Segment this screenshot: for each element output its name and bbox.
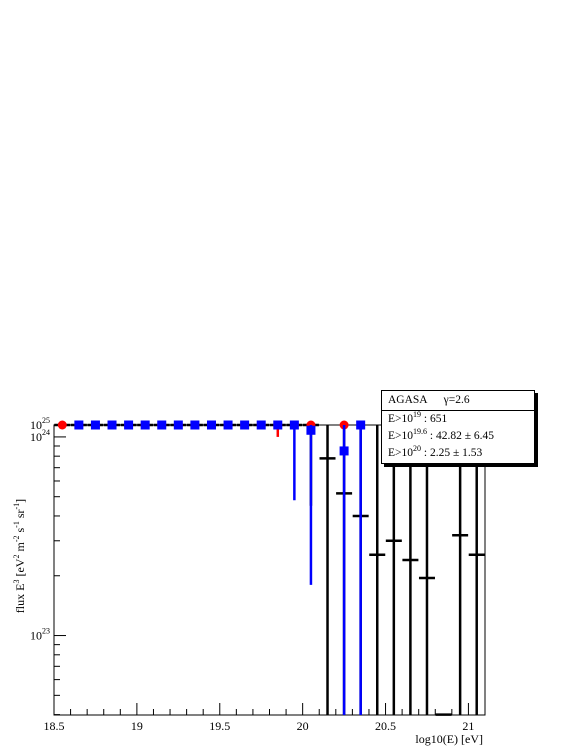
x-tick-label: 19.5 bbox=[209, 719, 230, 733]
y-tick-base: 10 bbox=[30, 418, 42, 432]
y-label-part: sr bbox=[13, 509, 27, 521]
x-tick-label: 19 bbox=[131, 719, 143, 733]
x-tick-label: 21 bbox=[462, 719, 474, 733]
x-tick-label: 20 bbox=[297, 719, 309, 733]
data-point bbox=[140, 420, 150, 430]
stats-row-prefix: E>10 bbox=[388, 447, 414, 459]
stats-title: AGASA bbox=[388, 394, 428, 406]
y-tick-exp: 23 bbox=[42, 627, 50, 636]
x-tick-labels: 18.5 19 19.5 20 20.5 21 bbox=[44, 719, 475, 733]
y-tick-label: 1024 bbox=[30, 428, 50, 444]
data-point bbox=[173, 420, 183, 430]
stats-row: E>1019 : 651 bbox=[388, 410, 448, 426]
axis-ticks bbox=[53, 436, 486, 716]
data-point bbox=[157, 420, 167, 430]
stats-divider bbox=[382, 410, 534, 411]
x-axis-label: log10(E) [eV] bbox=[415, 732, 483, 746]
data-point bbox=[339, 446, 349, 456]
series-circle bbox=[57, 420, 349, 437]
y-label-exp: 3 bbox=[12, 580, 21, 584]
plot-frame bbox=[53, 424, 486, 716]
data-point bbox=[289, 420, 299, 430]
stats-row-exp: 19 bbox=[413, 410, 422, 419]
stats-row: E>1020 : 2.25 ± 1.53 bbox=[388, 444, 483, 460]
y-label-part: m bbox=[13, 542, 27, 555]
stats-box: AGASA γ=2.6 E>1019 : 651 E>1019.6 : 42.82… bbox=[381, 390, 535, 464]
stats-row: E>1019.6 : 42.82 ± 6.45 bbox=[388, 427, 495, 443]
stats-gamma: γ=2.6 bbox=[443, 394, 470, 406]
stats-row-value: : 42.82 ± 6.45 bbox=[427, 430, 495, 442]
stats-row-exp: 20 bbox=[413, 444, 422, 453]
y-tick-exp: 24 bbox=[42, 428, 50, 437]
stats-row-value: : 2.25 ± 1.53 bbox=[421, 447, 483, 459]
y-label-exp: -2 bbox=[12, 536, 21, 543]
data-point bbox=[240, 420, 250, 430]
data-point bbox=[223, 420, 233, 430]
y-label-part: ] bbox=[13, 499, 27, 503]
y-label-exp: -1 bbox=[12, 503, 21, 510]
data-point bbox=[74, 420, 84, 430]
y-label-part: s bbox=[13, 528, 27, 536]
stats-row-prefix: E>10 bbox=[388, 413, 414, 425]
y-axis-label: flux E3 [eV2 m-2 s-1 sr-1] bbox=[12, 499, 27, 613]
y-label-exp: 2 bbox=[12, 555, 21, 559]
stats-row-exp: 19.6 bbox=[413, 427, 428, 436]
stats-header: AGASA γ=2.6 bbox=[388, 394, 470, 406]
data-point bbox=[57, 420, 67, 430]
stats-row-value: : 651 bbox=[421, 413, 448, 425]
data-point bbox=[206, 420, 216, 430]
y-tick-label: 1023 bbox=[30, 627, 50, 643]
y-label-exp: -1 bbox=[12, 521, 21, 528]
data-point bbox=[273, 420, 283, 430]
y-label-part: flux E bbox=[13, 584, 27, 614]
data-point bbox=[90, 420, 100, 430]
series-dash bbox=[54, 423, 485, 716]
data-point bbox=[306, 425, 316, 435]
y-tick-label: 1025 bbox=[30, 416, 50, 432]
y-tick-exp: 25 bbox=[42, 416, 50, 425]
data-point bbox=[356, 420, 366, 430]
y-label-part: [eV bbox=[13, 558, 27, 579]
x-tick-label: 18.5 bbox=[44, 719, 65, 733]
data-point bbox=[124, 420, 134, 430]
stats-row-prefix: E>10 bbox=[388, 430, 414, 442]
y-tick-base: 10 bbox=[30, 629, 42, 643]
data-marks bbox=[54, 420, 485, 716]
series-square bbox=[74, 420, 366, 715]
x-tick-label: 20.5 bbox=[375, 719, 396, 733]
data-point bbox=[256, 420, 266, 430]
data-point bbox=[190, 420, 200, 430]
y-tick-base: 10 bbox=[30, 430, 42, 444]
data-point bbox=[107, 420, 117, 430]
